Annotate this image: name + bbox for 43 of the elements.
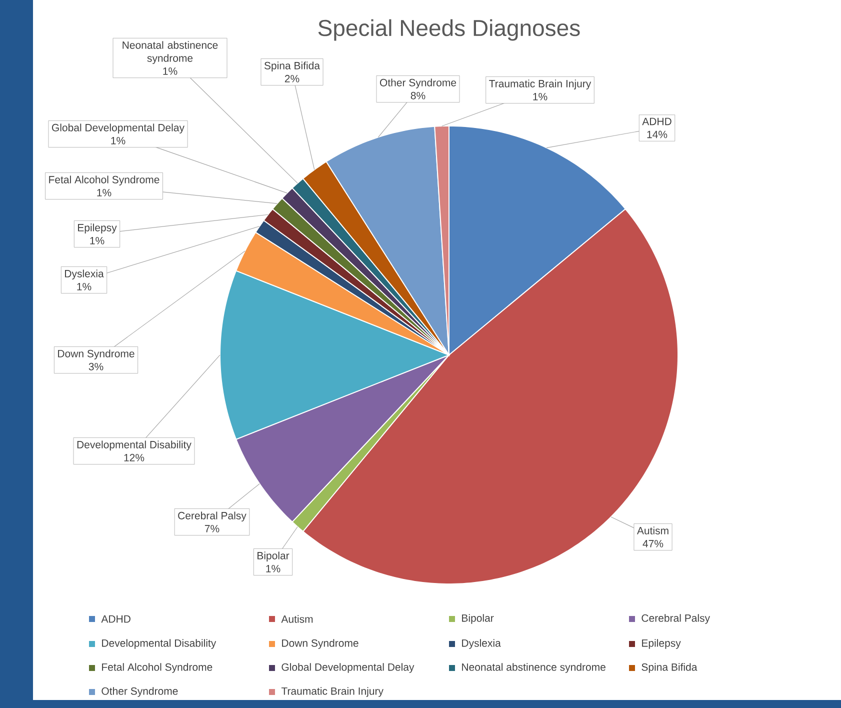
legend-label: Other Syndrome bbox=[102, 687, 178, 697]
slice-label: Other Syndrome bbox=[380, 78, 456, 88]
data-label: 1% bbox=[163, 67, 178, 75]
slice-label: Epilepsy bbox=[78, 224, 117, 234]
data-label: 2% bbox=[284, 74, 300, 82]
legend-label: Down Syndrome bbox=[282, 639, 358, 649]
legend-label: Epilepsy bbox=[642, 639, 681, 649]
legend-label: Global Developmental Delay bbox=[282, 663, 414, 673]
slice-label: Bipolar bbox=[258, 552, 290, 562]
legend-label: Fetal Alcohol Syndrome bbox=[102, 663, 212, 673]
data-label: 12% bbox=[124, 454, 144, 462]
slice-label: Fetal Alcohol Syndrome bbox=[49, 176, 160, 186]
legend-label: Bipolar bbox=[462, 614, 494, 624]
slice-label: Spina Bifida bbox=[264, 62, 320, 72]
data-label: 8% bbox=[410, 92, 426, 100]
legend-label: Spina Bifida bbox=[642, 663, 698, 673]
legend-label: Autism bbox=[281, 615, 313, 623]
slice-label: Traumatic Brain Injury bbox=[489, 80, 592, 90]
data-label: 1% bbox=[90, 236, 104, 244]
legend-label: Cerebral Palsy bbox=[642, 614, 710, 624]
slice-label: Cerebral Palsy bbox=[178, 512, 246, 522]
data-label: 1% bbox=[266, 564, 280, 572]
slice-label: Autism bbox=[636, 526, 668, 534]
legend-label: Dyslexia bbox=[462, 639, 501, 649]
data-label: 1% bbox=[533, 92, 548, 100]
legend-label: Traumatic Brain Injury bbox=[281, 687, 384, 697]
legend-label: Developmental Disability bbox=[102, 639, 216, 649]
legend-label: ADHD bbox=[101, 615, 130, 623]
data-label: 47% bbox=[642, 540, 664, 548]
slice-label: Down Syndrome bbox=[58, 350, 134, 360]
data-label: 1% bbox=[111, 136, 126, 144]
data-label: 1% bbox=[97, 188, 112, 196]
data-label: 1% bbox=[77, 282, 92, 290]
legend-label: Neonatal abstinence syndrome bbox=[462, 663, 606, 673]
slice-label: Neonatal abstinence syndrome bbox=[122, 41, 218, 64]
data-label: 3% bbox=[88, 362, 104, 370]
slice-label: Global Developmental Delay bbox=[52, 124, 184, 134]
slice-label: Dyslexia bbox=[65, 270, 104, 280]
slice-label: ADHD bbox=[642, 118, 672, 126]
chart-title: Special Needs Diagnoses bbox=[318, 19, 580, 41]
data-label: 14% bbox=[647, 130, 668, 138]
data-label: 7% bbox=[204, 524, 220, 532]
slice-label: Developmental Disability bbox=[77, 440, 192, 450]
